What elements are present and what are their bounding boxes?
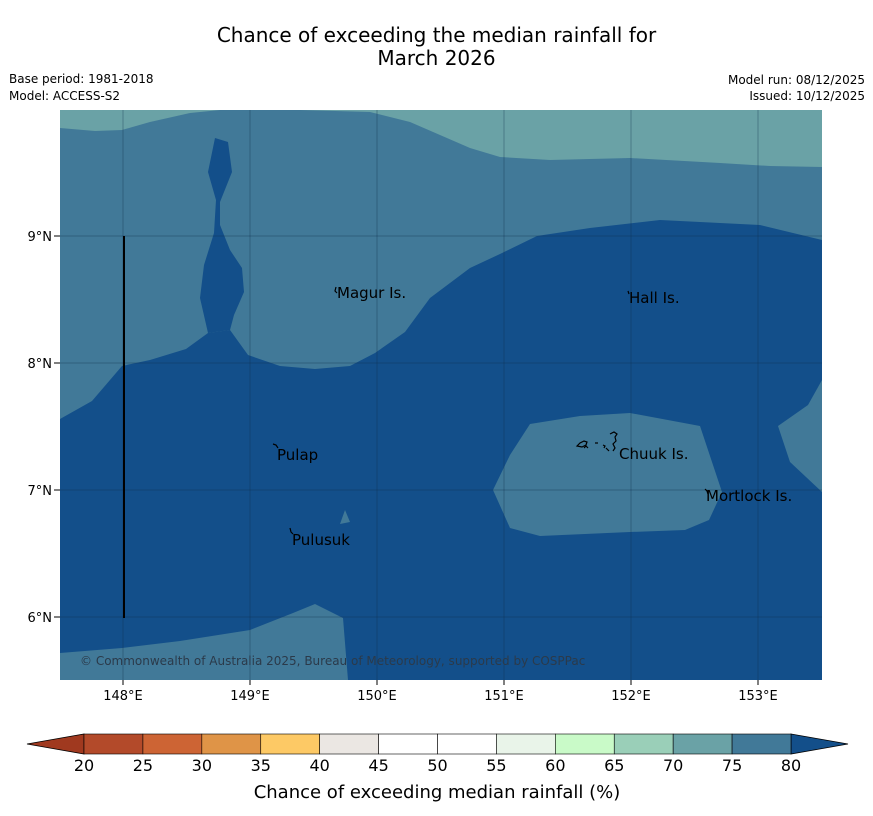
lon-tick-153e: 153°E bbox=[738, 689, 778, 704]
colorbar-tick-label: 40 bbox=[309, 756, 329, 775]
magur-island-outline bbox=[334, 286, 338, 294]
colorbar-title: Chance of exceeding median rainfall (%) bbox=[254, 782, 621, 803]
copyright-notice: © Commonwealth of Australia 2025, Bureau… bbox=[80, 654, 585, 668]
colorbar-segment bbox=[613, 733, 674, 755]
colorbar-segment bbox=[731, 733, 792, 755]
colorbar-tick-label: 60 bbox=[545, 756, 565, 775]
lat-tick-6n: 6°N bbox=[28, 611, 53, 626]
colorbar-tick-label: 75 bbox=[722, 756, 742, 775]
lon-tick-152e: 152°E bbox=[611, 689, 651, 704]
chart-title-line1: Chance of exceeding the median rainfall … bbox=[216, 23, 657, 47]
base-period: Base period: 1981-2018 bbox=[9, 72, 154, 86]
lon-tick-150e: 150°E bbox=[357, 689, 397, 704]
colorbar-segment bbox=[378, 733, 438, 755]
place-label-hall: Hall Is. bbox=[629, 289, 680, 307]
latitude-axis: 9°N 8°N 7°N 6°N bbox=[28, 230, 60, 626]
pulap-island-outline bbox=[272, 443, 279, 449]
colorbar-tick-label: 25 bbox=[133, 756, 153, 775]
colorbar-tick-label: 55 bbox=[486, 756, 506, 775]
colorbar-segment bbox=[437, 733, 497, 755]
lon-tick-151e: 151°E bbox=[484, 689, 524, 704]
colorbar-ticks: 20 25 30 35 40 45 50 55 60 65 70 75 80 bbox=[74, 756, 801, 775]
chuuk-islands-outline bbox=[575, 431, 618, 452]
colorbar-segment bbox=[672, 733, 733, 755]
colorbar-tick-label: 70 bbox=[663, 756, 683, 775]
mortlock-island-outline bbox=[704, 488, 709, 495]
chart-title-line2: March 2026 bbox=[377, 46, 496, 70]
lon-tick-148e: 148°E bbox=[103, 689, 143, 704]
longitude-axis: 148°E 149°E 150°E 151°E 152°E 153°E bbox=[103, 680, 778, 704]
colorbar-segment bbox=[201, 733, 262, 755]
map-area: Magur Is. Hall Is. Pulap Chuuk Is. Mortl… bbox=[60, 110, 822, 680]
colorbar-segment bbox=[319, 733, 379, 755]
colorbar-tick-label: 35 bbox=[251, 756, 271, 775]
colorbar-segment bbox=[496, 733, 556, 755]
colorbar-tick-label: 80 bbox=[781, 756, 801, 775]
colorbar-tick-label: 30 bbox=[192, 756, 212, 775]
lat-tick-8n: 8°N bbox=[28, 357, 53, 372]
colorbar-tick-label: 50 bbox=[427, 756, 447, 775]
colorbar-tick-label: 65 bbox=[604, 756, 624, 775]
colorbar-under-arrow bbox=[26, 733, 85, 755]
pulusuk-island-outline bbox=[289, 527, 294, 535]
issued-date: Issued: 10/12/2025 bbox=[749, 89, 865, 103]
zone-80-plus-main bbox=[60, 220, 822, 680]
place-label-magur: Magur Is. bbox=[337, 284, 406, 302]
lon-tick-149e: 149°E bbox=[230, 689, 270, 704]
zone-75-80-chuuk bbox=[493, 413, 722, 536]
colorbar-segment bbox=[555, 733, 615, 755]
colorbar: 20 25 30 35 40 45 50 55 60 65 70 75 80 Chance of exc… bbox=[26, 733, 849, 803]
hall-island-outline bbox=[627, 290, 630, 295]
model-run-date: Model run: 08/12/2025 bbox=[727, 73, 865, 87]
model-name: Model: ACCESS-S2 bbox=[9, 89, 121, 103]
place-label-mortlock: Mortlock Is. bbox=[706, 487, 792, 505]
zone-75-80-pulusuk-blob bbox=[340, 510, 350, 524]
place-label-pulap: Pulap bbox=[277, 446, 318, 464]
lat-tick-9n: 9°N bbox=[28, 230, 53, 245]
colorbar-tick-label: 20 bbox=[74, 756, 94, 775]
colorbar-segment bbox=[142, 733, 203, 755]
colorbar-segment bbox=[83, 733, 144, 755]
colorbar-segment bbox=[260, 733, 320, 755]
zone-80-plus-north-tongue bbox=[200, 138, 244, 333]
island-outlines bbox=[272, 286, 709, 535]
zone-70-75-north bbox=[60, 110, 822, 167]
colorbar-tick-label: 45 bbox=[368, 756, 388, 775]
lat-tick-7n: 7°N bbox=[28, 484, 53, 499]
place-label-chuuk: Chuuk Is. bbox=[619, 445, 688, 463]
colorbar-over-arrow bbox=[790, 733, 849, 755]
place-label-pulusuk: Pulusuk bbox=[292, 531, 350, 549]
colorbar-segments bbox=[83, 733, 792, 755]
